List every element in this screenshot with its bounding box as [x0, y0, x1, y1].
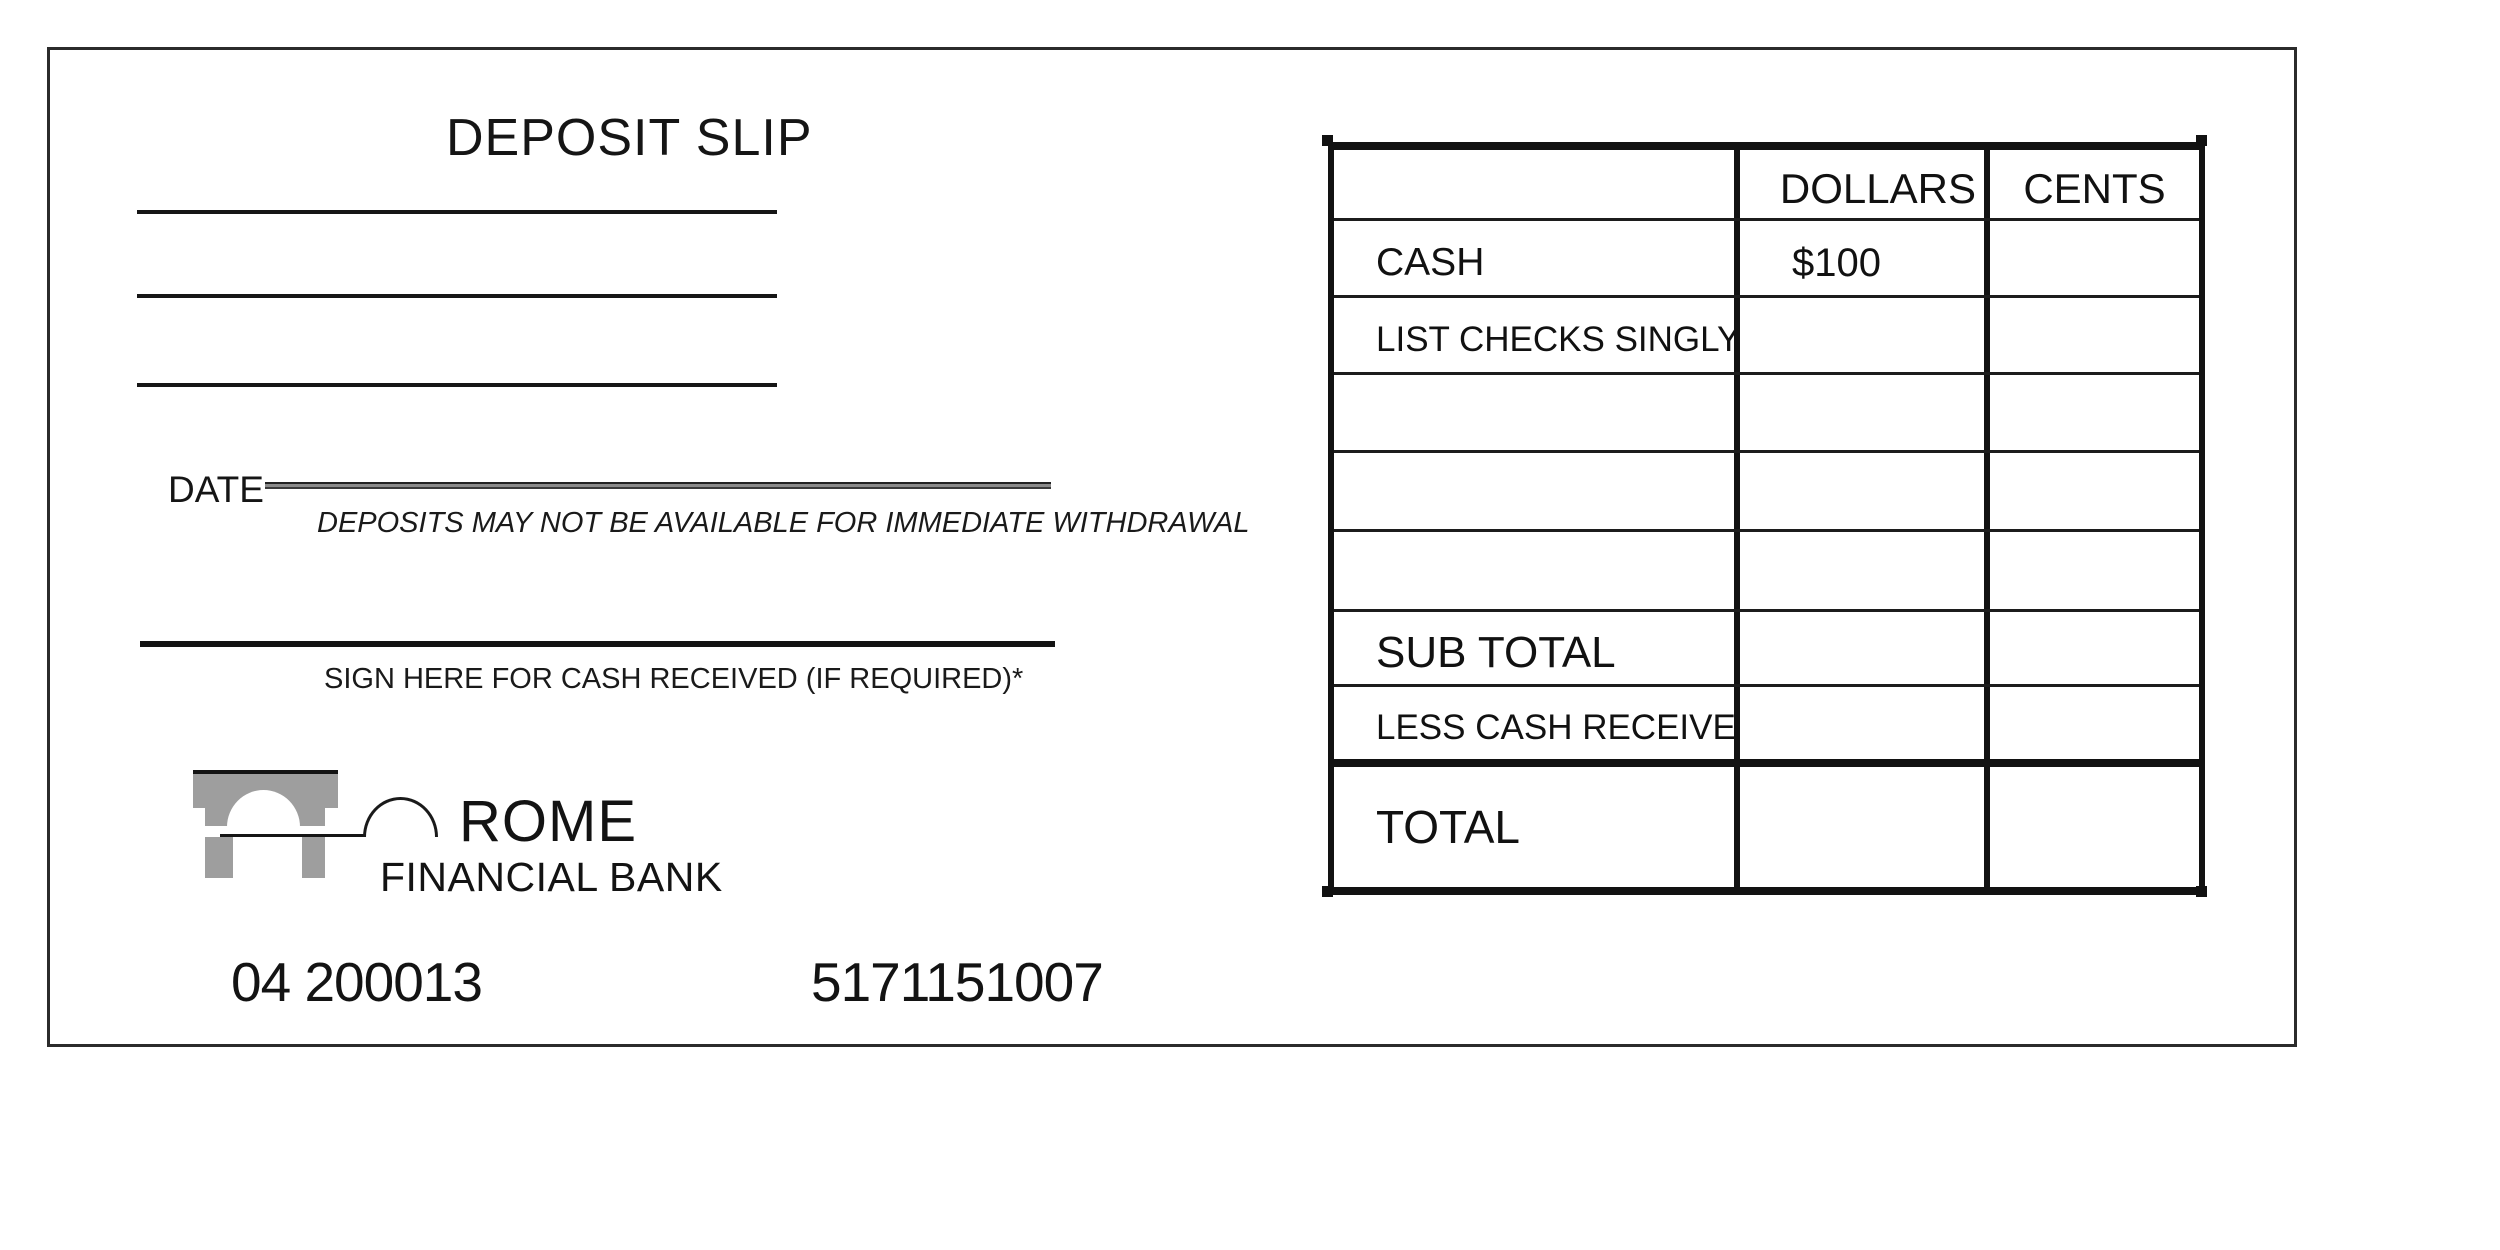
row-label: TOTAL [1334, 767, 1740, 887]
empty-label-cell[interactable] [1334, 532, 1740, 609]
table-row-empty [1334, 532, 2199, 612]
row-label: SUB TOTAL [1334, 612, 1740, 684]
lesscash-cents-cell[interactable] [1990, 687, 2199, 759]
row-label: LESS CASH RECEIVED [1334, 687, 1740, 759]
arch-outline-icon [363, 797, 438, 837]
empty-cents-cell[interactable] [1990, 532, 2199, 609]
empty-cents-cell[interactable] [1990, 375, 2199, 450]
bank-name: ROME [459, 789, 637, 854]
header-blank-cell [1334, 150, 1740, 218]
fill-in-line-2[interactable] [137, 294, 777, 298]
total-cents-cell[interactable] [1990, 767, 2199, 887]
empty-dollars-cell[interactable] [1740, 532, 1990, 609]
empty-label-cell[interactable] [1334, 453, 1740, 529]
aqueduct-arch-icon [220, 834, 366, 837]
fill-in-line-1[interactable] [137, 210, 777, 214]
table-resize-handle[interactable] [1322, 886, 1333, 897]
table-row-empty [1334, 453, 2199, 532]
row-label: LIST CHECKS SINGLY [1334, 298, 1740, 372]
aqueduct-arch-icon [205, 837, 233, 878]
page-title: DEPOSIT SLIP [446, 109, 813, 167]
table-row-cash: CASH $100 [1334, 221, 2199, 298]
table-row-subtotal: SUB TOTAL [1334, 612, 2199, 687]
row-label: CASH [1334, 221, 1740, 295]
table-resize-handle[interactable] [2196, 135, 2207, 146]
empty-cents-cell[interactable] [1990, 453, 2199, 529]
header-dollars-cell: DOLLARS [1740, 150, 1990, 218]
sign-here-label: SIGN HERE FOR CASH RECEIVED (IF REQUIRED… [324, 663, 1024, 695]
table-row-empty [1334, 375, 2199, 453]
table-row-less-cash: LESS CASH RECEIVED [1334, 687, 2199, 767]
empty-dollars-cell[interactable] [1740, 375, 1990, 450]
cash-cents-cell[interactable] [1990, 221, 2199, 295]
header-cents-cell: CENTS [2023, 165, 2166, 212]
table-row-total: TOTAL [1334, 767, 2199, 887]
table-resize-handle[interactable] [2196, 886, 2207, 897]
subtotal-dollars-cell[interactable] [1740, 612, 1990, 684]
empty-label-cell[interactable] [1334, 375, 1740, 450]
account-number: 5171151007 [811, 951, 1104, 1013]
empty-dollars-cell[interactable] [1740, 453, 1990, 529]
bank-logo: ROME FINANCIAL BANK [193, 770, 993, 900]
date-fill-line[interactable] [265, 482, 1051, 489]
fill-in-line-3[interactable] [137, 383, 777, 387]
table-resize-handle[interactable] [1322, 135, 1333, 146]
date-label: DATE [168, 469, 264, 510]
checks-cents-cell[interactable] [1990, 298, 2199, 372]
subtotal-cents-cell[interactable] [1990, 612, 2199, 684]
aqueduct-arch-icon [302, 837, 325, 878]
total-dollars-cell[interactable] [1740, 767, 1990, 887]
aqueduct-arch-icon [193, 770, 338, 786]
deposit-table: DOLLARS CENTS CASH $100 LIST CHECKS SING… [1328, 142, 2205, 895]
cash-dollars-cell[interactable]: $100 [1740, 221, 1990, 295]
table-row-list-checks: LIST CHECKS SINGLY [1334, 298, 2199, 375]
signature-line[interactable] [140, 641, 1055, 647]
branch-code: 04 200013 [231, 951, 483, 1013]
lesscash-dollars-cell[interactable] [1740, 687, 1990, 759]
withdrawal-notice: DEPOSITS MAY NOT BE AVAILABLE FOR IMMEDI… [317, 507, 1250, 539]
bank-subtitle: FINANCIAL BANK [380, 854, 723, 900]
checks-dollars-cell[interactable] [1740, 298, 1990, 372]
table-header-row: DOLLARS CENTS [1334, 150, 2199, 221]
